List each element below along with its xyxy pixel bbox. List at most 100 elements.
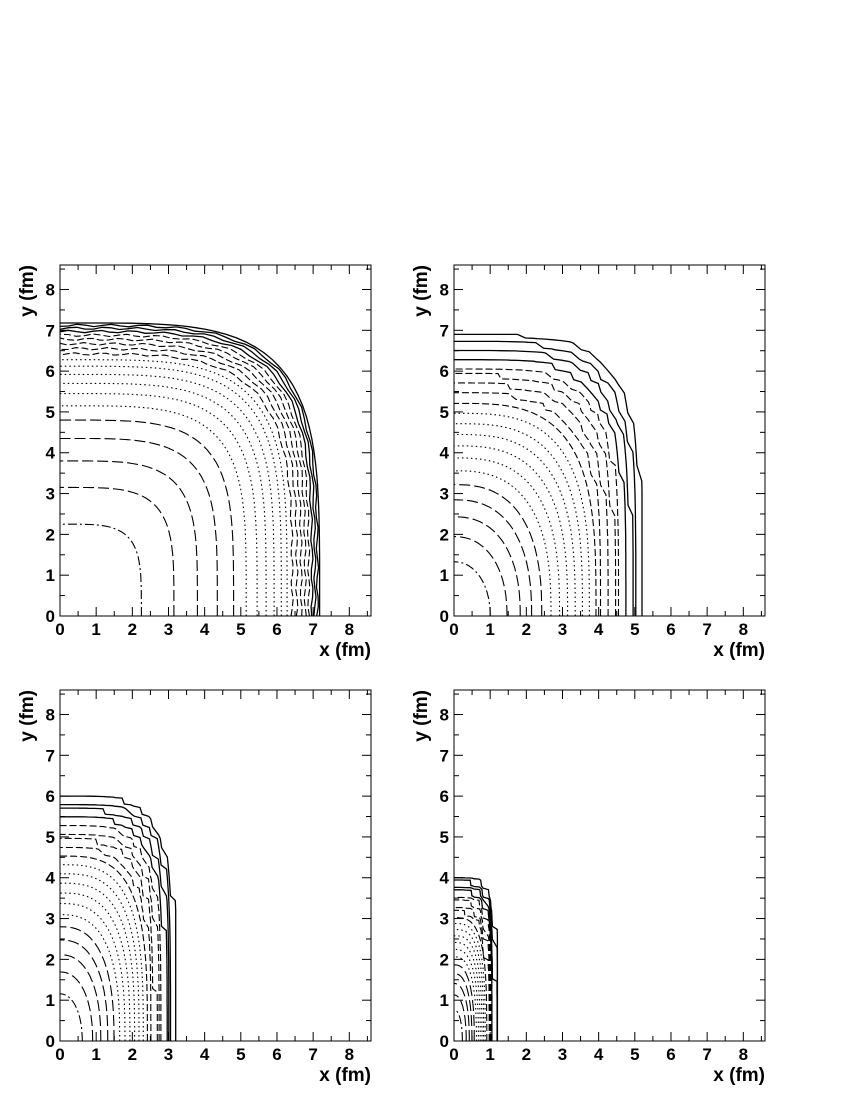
y-tick-label: 1 xyxy=(46,991,55,1010)
contour-line-15 xyxy=(454,372,617,616)
contour-line-9 xyxy=(60,373,275,616)
y-tick-label: 0 xyxy=(440,607,449,626)
x-tick-label: 5 xyxy=(236,620,245,639)
plot-frame xyxy=(453,689,766,1042)
contour-line-4 xyxy=(60,437,218,616)
contour-line-14 xyxy=(59,342,303,617)
x-tick-label: 3 xyxy=(558,1045,567,1064)
contour-line-12 xyxy=(59,352,294,617)
y-tick-label: 0 xyxy=(46,1032,55,1051)
x-tick-label: 4 xyxy=(200,620,210,639)
contour-line-2 xyxy=(60,486,175,616)
contour-line-4 xyxy=(454,973,473,1041)
x-tick-label: 2 xyxy=(128,620,137,639)
x-tick-label: 0 xyxy=(449,1045,458,1064)
contour-line-20 xyxy=(60,322,321,616)
y-tick-label: 7 xyxy=(440,321,449,340)
y-axis-label: y (fm) xyxy=(17,265,38,317)
contour-line-15 xyxy=(60,833,160,1041)
y-tick-label: 1 xyxy=(440,566,449,585)
contour-line-7 xyxy=(454,457,561,616)
contour-line-7 xyxy=(454,948,479,1041)
contour-line-20 xyxy=(60,795,177,1041)
x-tick-label: 6 xyxy=(666,1045,675,1064)
x-tick-label: 6 xyxy=(272,1045,281,1064)
contour-line-10 xyxy=(60,873,140,1041)
contour-line-2 xyxy=(454,994,467,1041)
contour-line-2 xyxy=(60,971,94,1041)
contour-line-10 xyxy=(454,928,485,1041)
contour-line-9 xyxy=(60,882,136,1041)
contour-line-19 xyxy=(59,323,320,617)
x-tick-label: 5 xyxy=(630,1045,639,1064)
y-tick-label: 2 xyxy=(46,525,55,544)
contour-line-8 xyxy=(454,941,481,1041)
y-tick-label: 7 xyxy=(440,746,449,765)
contour-line-15 xyxy=(454,899,492,1041)
x-tick-label: 4 xyxy=(594,620,604,639)
contour-line-5 xyxy=(60,419,235,616)
y-tick-label: 6 xyxy=(46,362,55,381)
x-tick-label: 0 xyxy=(449,620,458,639)
x-axis-label: x (fm) xyxy=(319,640,371,661)
contour-line-11 xyxy=(454,412,590,616)
y-tick-label: 7 xyxy=(46,746,55,765)
x-tick-label: 0 xyxy=(55,1045,64,1064)
contour-line-4 xyxy=(60,939,109,1042)
contour-line-11 xyxy=(454,922,486,1041)
contour-line-16 xyxy=(60,825,162,1041)
y-tick-label: 7 xyxy=(46,321,55,340)
y-tick-label: 3 xyxy=(440,910,449,929)
contour-line-20 xyxy=(454,333,643,616)
x-tick-label: 5 xyxy=(236,1045,245,1064)
y-axis-label: y (fm) xyxy=(411,690,432,742)
contour-line-11 xyxy=(60,359,288,616)
x-tick-label: 8 xyxy=(345,620,354,639)
contour-line-3 xyxy=(60,460,198,616)
contour-line-17 xyxy=(454,359,627,616)
y-axis-label: y (fm) xyxy=(411,265,432,317)
x-tick-label: 2 xyxy=(128,1045,137,1064)
contour-line-11 xyxy=(60,864,144,1041)
y-tick-label: 5 xyxy=(440,828,449,847)
contour-line-7 xyxy=(60,393,258,616)
x-tick-label: 1 xyxy=(91,620,100,639)
contour-line-12 xyxy=(60,855,148,1041)
y-tick-label: 0 xyxy=(440,1032,449,1051)
y-tick-label: 4 xyxy=(46,444,56,463)
y-tick-label: 6 xyxy=(440,362,449,381)
contour-line-14 xyxy=(454,382,609,616)
x-tick-label: 1 xyxy=(91,1045,100,1064)
x-tick-label: 6 xyxy=(666,620,675,639)
y-tick-label: 1 xyxy=(440,991,449,1010)
y-axis-label: y (fm) xyxy=(17,690,38,742)
contour-line-6 xyxy=(60,914,121,1041)
x-tick-label: 0 xyxy=(55,620,64,639)
contour-line-8 xyxy=(60,382,267,616)
x-tick-label: 8 xyxy=(345,1045,354,1064)
x-tick-label: 3 xyxy=(164,620,173,639)
x-tick-label: 7 xyxy=(308,620,317,639)
y-tick-label: 0 xyxy=(46,607,55,626)
y-tick-label: 5 xyxy=(46,828,55,847)
contour-line-1 xyxy=(454,561,491,616)
contour-line-7 xyxy=(60,902,126,1041)
contour-line-16 xyxy=(59,333,311,617)
x-tick-label: 4 xyxy=(200,1045,210,1064)
contour-line-13 xyxy=(454,909,490,1041)
contour-line-1 xyxy=(454,1009,463,1041)
plot-frame xyxy=(59,689,372,1042)
x-tick-label: 7 xyxy=(702,1045,711,1064)
x-tick-label: 8 xyxy=(739,620,748,639)
contour-line-10 xyxy=(60,365,282,616)
contour-line-19 xyxy=(454,340,637,616)
contour-line-18 xyxy=(454,349,634,616)
x-tick-label: 5 xyxy=(630,620,639,639)
x-tick-label: 2 xyxy=(522,620,531,639)
contour-line-2 xyxy=(454,536,508,616)
